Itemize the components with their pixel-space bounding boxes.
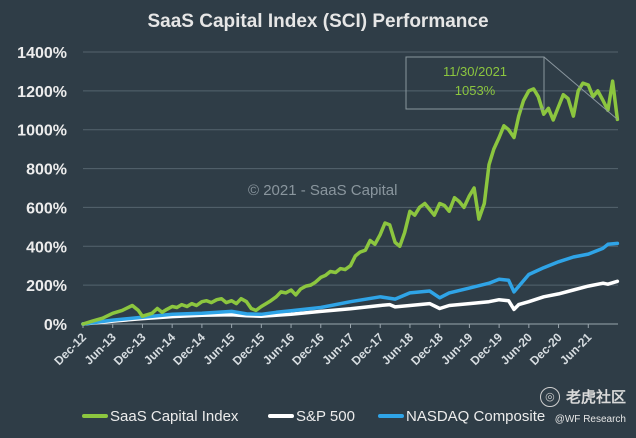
annotation-box bbox=[405, 56, 545, 110]
legend-label: SaaS Capital Index bbox=[110, 408, 239, 425]
y-tick-label: 1200% bbox=[17, 84, 67, 101]
y-tick-label: 800% bbox=[26, 162, 67, 179]
tiger-community-watermark: ◎ 老虎社区 bbox=[539, 386, 626, 407]
x-tick-label: Dec-20 bbox=[527, 330, 565, 368]
y-tick-label: 1400% bbox=[17, 45, 67, 62]
y-tick-label: 600% bbox=[26, 200, 67, 217]
series-line-s-p-500 bbox=[81, 279, 620, 326]
x-tick-label: Dec-17 bbox=[349, 330, 387, 368]
x-tick-label: Dec-16 bbox=[289, 330, 327, 368]
series-line-saas-capital-index bbox=[81, 79, 620, 326]
tiger-logo-icon: ◎ bbox=[539, 386, 560, 407]
wf-research-label: @WF Research bbox=[554, 414, 626, 425]
y-tick-label: 0% bbox=[44, 317, 67, 334]
legend-label: S&P 500 bbox=[296, 408, 355, 425]
watermark: ◎ 老虎社区 @WF Research bbox=[539, 386, 626, 425]
x-tick-label: Dec-14 bbox=[170, 330, 208, 368]
x-tick-label: Dec-12 bbox=[51, 330, 89, 368]
y-tick-label: 400% bbox=[26, 239, 67, 256]
copyright-text: © 2021 - SaaS Capital bbox=[248, 182, 397, 199]
series-line-nasdaq-composite bbox=[81, 241, 620, 326]
x-tick-label: Jun-21 bbox=[557, 330, 594, 367]
tiger-community-label: 老虎社区 bbox=[565, 388, 626, 406]
annotation-leader bbox=[543, 56, 618, 120]
annotation-date: 11/30/2021 bbox=[443, 64, 507, 79]
chart-title: SaaS Capital Index (SCI) Performance bbox=[147, 11, 488, 32]
x-tick-label: Dec-19 bbox=[468, 330, 506, 368]
y-tick-label: 1000% bbox=[17, 123, 67, 140]
x-tick-label: Dec-13 bbox=[111, 330, 149, 368]
y-tick-label: 200% bbox=[26, 278, 67, 295]
legend-label: NASDAQ Composite bbox=[406, 408, 545, 425]
x-tick-label: Dec-18 bbox=[408, 330, 446, 368]
x-tick-label: Dec-15 bbox=[230, 330, 268, 368]
annotation-value: 1053% bbox=[455, 83, 496, 98]
